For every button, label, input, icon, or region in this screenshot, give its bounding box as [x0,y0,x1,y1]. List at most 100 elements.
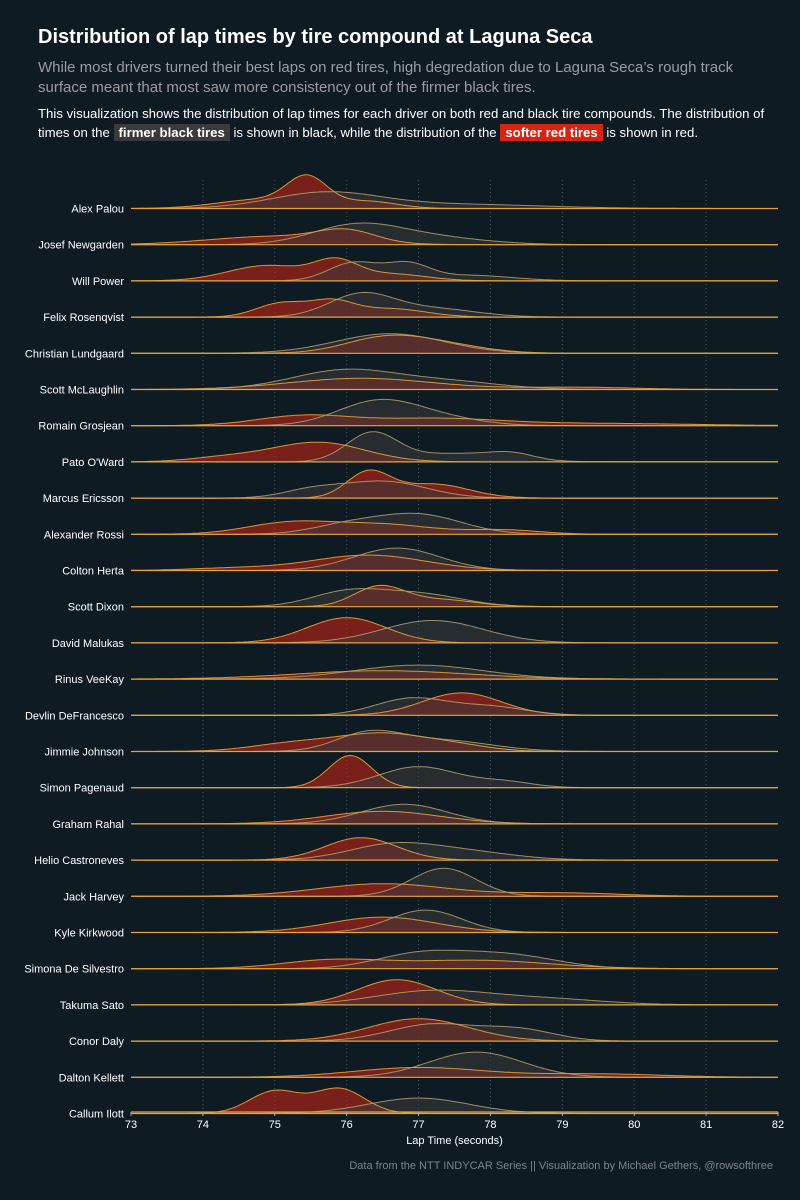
driver-label-jack-harvey: Jack Harvey [63,891,124,903]
red-density-callum-ilott [131,1087,778,1114]
ridge-felix-rosenqvist: Felix Rosenqvist [43,291,778,324]
red-density-pato-o-ward [131,442,778,462]
driver-label-kyle-kirkwood: Kyle Kirkwood [54,928,124,940]
ridge-romain-grosjean: Romain Grosjean [38,398,778,433]
driver-label-will-power: Will Power [72,276,124,288]
red-density-david-malukas [131,617,778,643]
black-density-jimmie-johnson [131,730,778,752]
red-density-colton-herta [131,555,778,571]
ridge-josef-newgarden: Josef Newgarden [38,222,778,252]
red-outline-romain-grosjean [131,414,778,427]
driver-label-simon-pagenaud: Simon Pagenaud [40,783,124,795]
grid-lines [202,180,707,1112]
black-density-romain-grosjean [131,399,778,426]
ridge-kyle-kirkwood: Kyle Kirkwood [54,909,778,940]
black-density-simon-pagenaud [131,766,778,788]
black-density-rinus-veekay [131,665,778,680]
ridge-jimmie-johnson: Jimmie Johnson [45,729,778,759]
ridge-alex-palou: Alex Palou [71,174,778,216]
driver-label-simona-de-silvestro: Simona De Silvestro [24,964,124,976]
ridge-rinus-veekay: Rinus VeeKay [55,664,778,686]
ridge-scott-mclaughlin: Scott McLaughlin [40,368,778,397]
black-density-will-power [131,261,778,281]
ridge-colton-herta: Colton Herta [62,547,778,578]
driver-label-alexander-rossi: Alexander Rossi [44,529,124,541]
driver-label-scott-mclaughlin: Scott McLaughlin [40,385,124,397]
driver-label-scott-dixon: Scott Dixon [68,602,124,614]
x-tick-label: 78 [484,1119,496,1131]
driver-label-christian-lundgaard: Christian Lundgaard [25,348,124,360]
black-density-scott-mclaughlin [131,369,778,390]
red-tire-legend: softer red tires [500,124,603,141]
ridge-conor-daly: Conor Daly [69,1018,778,1048]
ridge-will-power: Will Power [72,257,778,288]
black-density-pato-o-ward [131,431,778,462]
driver-label-dalton-kellett: Dalton Kellett [59,1072,124,1084]
driver-label-takuma-sato: Takuma Sato [60,1000,124,1012]
red-density-felix-rosenqvist [131,298,778,318]
driver-label-josef-newgarden: Josef Newgarden [38,240,124,252]
ridge-alexander-rossi: Alexander Rossi [44,512,778,541]
driver-label-colton-herta: Colton Herta [62,566,125,578]
black-density-devlin-defrancesco [131,697,778,716]
black-density-alexander-rossi [131,513,778,535]
chart-subtitle: While most drivers turned their best lap… [38,59,734,96]
driver-label-rinus-veekay: Rinus VeeKay [55,674,125,686]
footer-credit: Data from the NTT INDYCAR Series || Visu… [349,1160,773,1172]
driver-label-felix-rosenqvist: Felix Rosenqvist [43,312,124,324]
ridge-pato-o-ward: Pato O'Ward [62,431,778,469]
x-tick-label: 75 [269,1119,281,1131]
ridge-marcus-ericsson: Marcus Ericsson [43,469,778,505]
x-tick-label: 73 [125,1119,137,1131]
driver-label-marcus-ericsson: Marcus Ericsson [43,493,124,505]
chart-title: Distribution of lap times by tire compou… [38,26,593,48]
ridge-simona-de-silvestro: Simona De Silvestro [24,949,778,976]
ridge-jack-harvey: Jack Harvey [63,867,778,903]
x-tick-label: 79 [556,1119,568,1131]
driver-label-pato-o-ward: Pato O'Ward [62,457,124,469]
black-density-kyle-kirkwood [131,910,778,933]
black-density-josef-newgarden [131,223,778,245]
red-density-graham-rahal [131,811,778,824]
driver-label-jimmie-johnson: Jimmie Johnson [45,747,124,759]
x-tick-label: 80 [628,1119,640,1131]
description-part3: is shown in red. [606,125,698,140]
black-density-simona-de-silvestro [131,950,778,969]
black-density-jack-harvey [131,868,778,897]
red-density-will-power [131,257,778,281]
ridge-graham-rahal: Graham Rahal [52,803,778,831]
black-density-takuma-sato [131,990,778,1005]
ridge-takuma-sato: Takuma Sato [60,979,778,1012]
ridge-callum-ilott: Callum Ilott [69,1087,778,1121]
black-density-marcus-ericsson [131,480,778,499]
ridge-devlin-defrancesco: Devlin DeFrancesco [25,692,778,722]
ridge-helio-castroneves: Helio Castroneves [34,837,778,867]
ridge-dalton-kellett: Dalton Kellett [59,1051,778,1084]
x-tick-label: 77 [412,1119,424,1131]
driver-label-graham-rahal: Graham Rahal [52,819,124,831]
ridge-scott-dixon: Scott Dixon [68,584,778,614]
driver-label-callum-ilott: Callum Ilott [69,1109,124,1121]
driver-label-helio-castroneves: Helio Castroneves [34,855,124,867]
driver-label-alex-palou: Alex Palou [71,204,124,216]
chart-description: This visualization shows the distributio… [38,104,778,142]
black-density-callum-ilott [131,1098,778,1114]
ridge-david-malukas: David Malukas [52,617,778,650]
black-density-colton-herta [131,548,778,571]
ridge-christian-lundgaard: Christian Lundgaard [25,333,778,360]
black-density-alex-palou [131,191,778,209]
ridge-simon-pagenaud: Simon Pagenaud [40,754,778,795]
x-tick-label: 76 [341,1119,353,1131]
black-density-helio-castroneves [131,842,778,861]
driver-label-devlin-defrancesco: Devlin DeFrancesco [25,710,124,722]
driver-label-romain-grosjean: Romain Grosjean [38,421,124,433]
red-density-marcus-ericsson [131,470,778,499]
driver-label-conor-daly: Conor Daly [69,1036,125,1048]
description-part2: is shown in black, while the distributio… [233,125,497,140]
description-part1: This visualization shows the distributio… [38,106,765,140]
black-density-felix-rosenqvist [131,292,778,318]
x-axis-title: Lap Time (seconds) [406,1135,503,1147]
black-density-dalton-kellett [131,1052,778,1078]
x-tick-label: 81 [700,1119,712,1131]
